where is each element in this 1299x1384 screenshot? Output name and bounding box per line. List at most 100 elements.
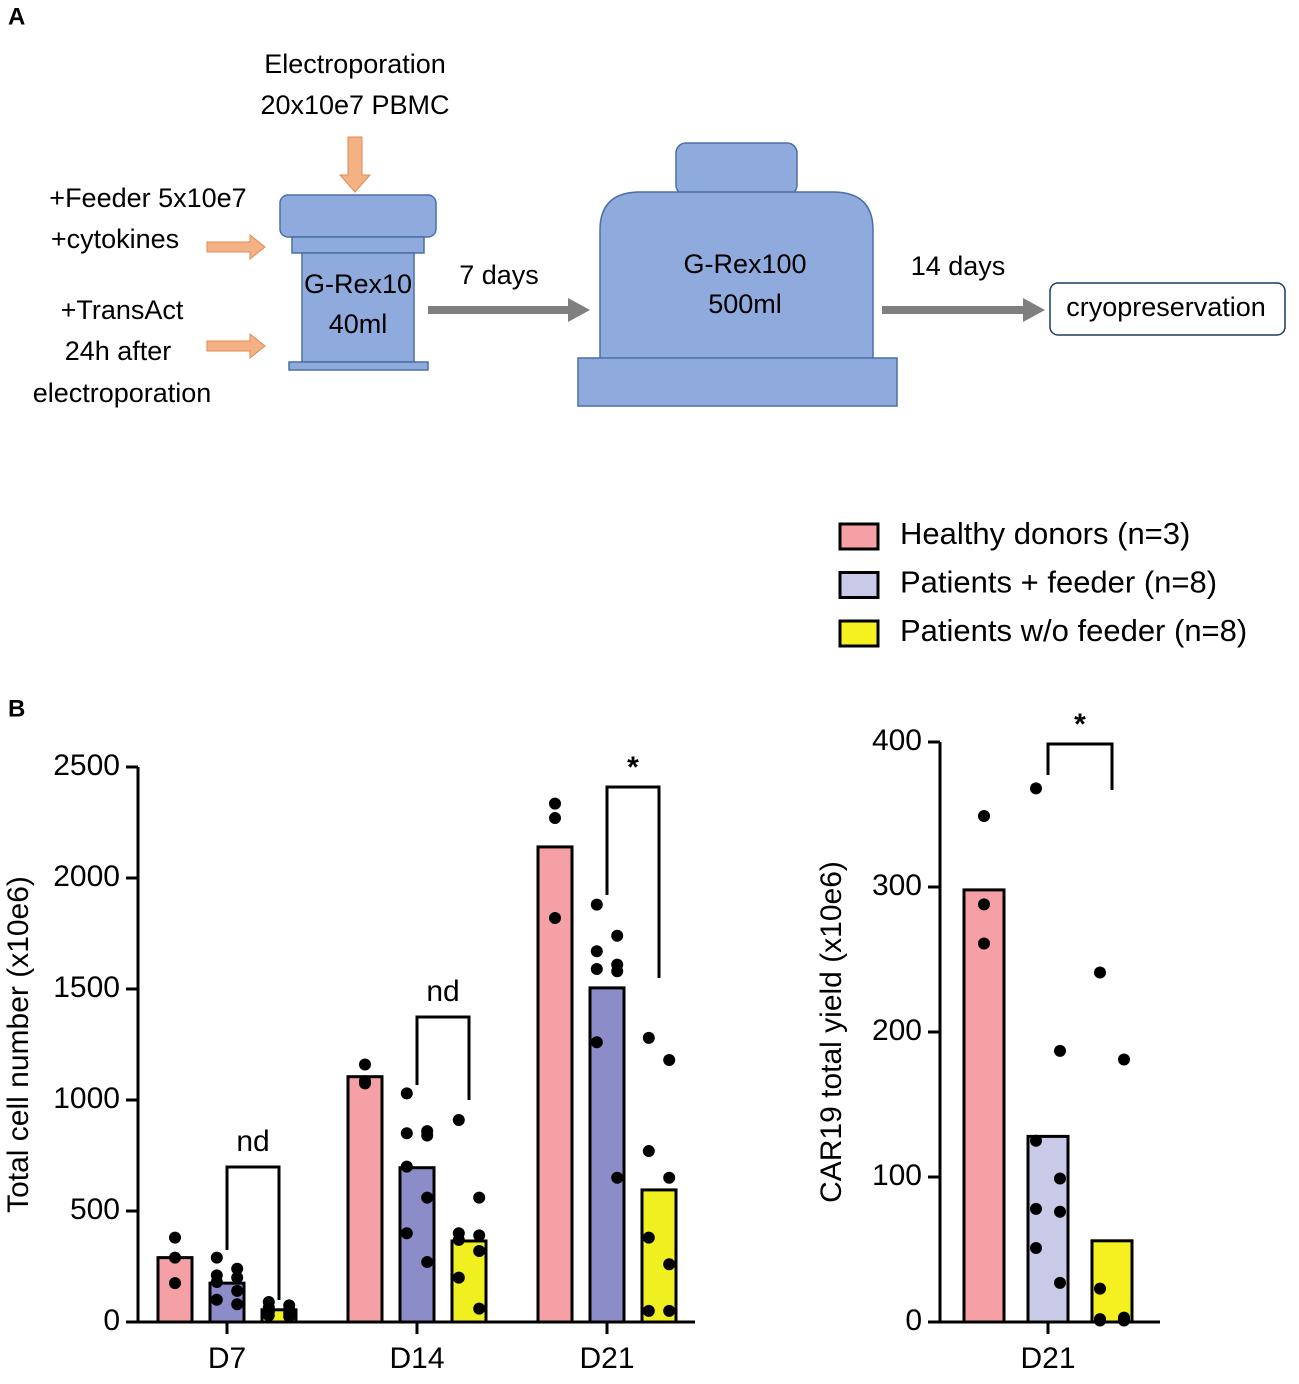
data-point xyxy=(1054,1276,1066,1289)
data-point xyxy=(611,929,624,942)
significance-bracket xyxy=(415,1015,471,1100)
legend-swatch xyxy=(838,522,880,551)
y-tick-label: 0 xyxy=(905,1304,922,1337)
bar xyxy=(1090,1239,1134,1324)
annotation: * xyxy=(627,751,639,784)
data-point xyxy=(1118,1053,1130,1066)
data-point xyxy=(1054,1172,1066,1185)
data-point xyxy=(210,1251,223,1264)
diagram-text: +Feeder 5x10e7 xyxy=(49,183,246,213)
arrow xyxy=(206,332,266,360)
arrow xyxy=(338,136,372,193)
data-point xyxy=(473,1191,486,1204)
data-point xyxy=(400,1160,413,1173)
data-point xyxy=(421,1191,434,1204)
bar xyxy=(156,1256,194,1324)
y-tick-label: 200 xyxy=(872,1014,922,1047)
bar xyxy=(398,1166,436,1324)
data-point xyxy=(590,898,603,911)
data-point xyxy=(231,1284,244,1297)
y-tick-label: 500 xyxy=(70,1193,120,1226)
data-point xyxy=(359,1077,371,1090)
data-point xyxy=(400,1227,413,1240)
significance-bracket xyxy=(605,785,661,978)
data-point xyxy=(210,1276,223,1289)
arrows-gray xyxy=(428,298,1045,322)
data-point xyxy=(262,1309,275,1322)
data-point xyxy=(283,1310,296,1323)
data-point xyxy=(473,1229,486,1242)
y-tick-label: 100 xyxy=(872,1159,922,1192)
data-point xyxy=(642,1304,655,1317)
panel-label: A xyxy=(8,3,25,30)
data-point xyxy=(611,965,624,978)
y-tick-label: 2500 xyxy=(53,749,120,782)
data-point xyxy=(400,1127,413,1140)
diagram-text: 14 days xyxy=(911,251,1006,281)
diagram-text: cryopreservation xyxy=(1066,292,1266,322)
x-tick-label: D21 xyxy=(579,1342,634,1375)
data-point xyxy=(590,1036,603,1049)
y-axis-label: Total cell number (x10e6) xyxy=(2,876,35,1213)
x-tick-label: D21 xyxy=(1020,1342,1075,1375)
y-tick-label: 400 xyxy=(872,724,922,757)
diagram-text: 20x10e7 PBMC xyxy=(260,90,449,120)
data-point xyxy=(1030,1202,1042,1215)
data-point xyxy=(473,1244,486,1257)
diagram-text: 40ml xyxy=(329,309,388,339)
bar xyxy=(536,845,574,1324)
data-point xyxy=(642,1231,655,1244)
annotation: nd xyxy=(426,975,459,1008)
diagram-text: +TransAct xyxy=(61,295,184,325)
vessel2-base xyxy=(577,357,898,407)
legend-label: Healthy donors (n=3) xyxy=(900,516,1190,551)
bar xyxy=(346,1075,384,1324)
data-point xyxy=(231,1262,244,1275)
data-point xyxy=(663,1171,676,1184)
bar xyxy=(640,1188,678,1324)
diagram-text: 500ml xyxy=(708,289,782,319)
data-point xyxy=(421,1129,434,1142)
data-point xyxy=(978,809,990,822)
data-point xyxy=(549,911,561,924)
data-point xyxy=(400,1087,413,1100)
data-point xyxy=(169,1251,181,1264)
annotation: * xyxy=(1074,708,1086,741)
vessel1-base xyxy=(288,361,429,371)
vessel2-body xyxy=(599,191,874,361)
data-point xyxy=(169,1277,181,1290)
legend-swatch xyxy=(838,571,880,599)
arrow xyxy=(882,298,1045,322)
final-box xyxy=(1049,282,1286,336)
data-point xyxy=(359,1058,371,1071)
data-point xyxy=(590,963,603,976)
arrow xyxy=(206,233,266,261)
data-point xyxy=(169,1231,181,1244)
data-point xyxy=(590,945,603,958)
y-tick-label: 1000 xyxy=(53,1082,120,1115)
data-point xyxy=(1030,782,1042,795)
significance-bracket xyxy=(225,1165,281,1300)
diagram-text: G-Rex100 xyxy=(683,249,806,279)
x-tick-label: D7 xyxy=(208,1342,246,1375)
panel-label: B xyxy=(8,695,25,722)
bar xyxy=(1026,1134,1070,1324)
diagram-shapes xyxy=(279,142,898,407)
data-point xyxy=(231,1271,244,1284)
data-point xyxy=(473,1302,486,1315)
legend-label: Patients + feeder (n=8) xyxy=(900,565,1217,600)
legend-swatch xyxy=(838,619,880,648)
data-point xyxy=(1054,1205,1066,1218)
arrow xyxy=(428,298,590,322)
y-tick-label: 0 xyxy=(103,1304,120,1337)
data-point xyxy=(663,1304,676,1317)
vessel1-lip xyxy=(291,236,425,254)
data-point xyxy=(452,1271,465,1284)
data-point xyxy=(663,1258,676,1271)
data-point xyxy=(1054,1044,1066,1057)
vessel1-cap xyxy=(279,194,437,238)
data-point xyxy=(452,1113,465,1126)
x-tick-label: D14 xyxy=(389,1342,444,1375)
